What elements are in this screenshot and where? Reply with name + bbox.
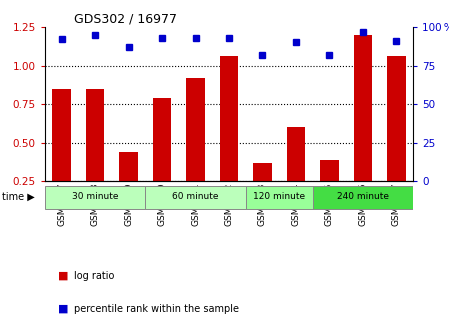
Text: log ratio: log ratio xyxy=(74,270,114,281)
Bar xyxy=(220,56,238,181)
Bar xyxy=(387,56,405,181)
Bar xyxy=(287,127,305,181)
Bar xyxy=(53,89,71,181)
Text: 60 minute: 60 minute xyxy=(172,193,219,201)
Bar xyxy=(186,78,205,181)
Bar xyxy=(246,186,313,209)
Bar xyxy=(153,98,171,181)
Text: GDS302 / 16977: GDS302 / 16977 xyxy=(75,13,177,26)
Text: 120 minute: 120 minute xyxy=(253,193,305,201)
Text: 240 minute: 240 minute xyxy=(337,193,389,201)
Bar xyxy=(45,186,145,209)
Text: 30 minute: 30 minute xyxy=(72,193,119,201)
Bar xyxy=(145,186,246,209)
Bar xyxy=(86,89,104,181)
Bar xyxy=(320,160,339,181)
Text: ■: ■ xyxy=(58,270,69,281)
Bar xyxy=(253,163,272,181)
Bar xyxy=(119,152,138,181)
Text: ■: ■ xyxy=(58,304,69,314)
Bar xyxy=(354,35,372,181)
Text: percentile rank within the sample: percentile rank within the sample xyxy=(74,304,239,314)
Bar xyxy=(313,186,413,209)
Text: time ▶: time ▶ xyxy=(2,192,35,202)
